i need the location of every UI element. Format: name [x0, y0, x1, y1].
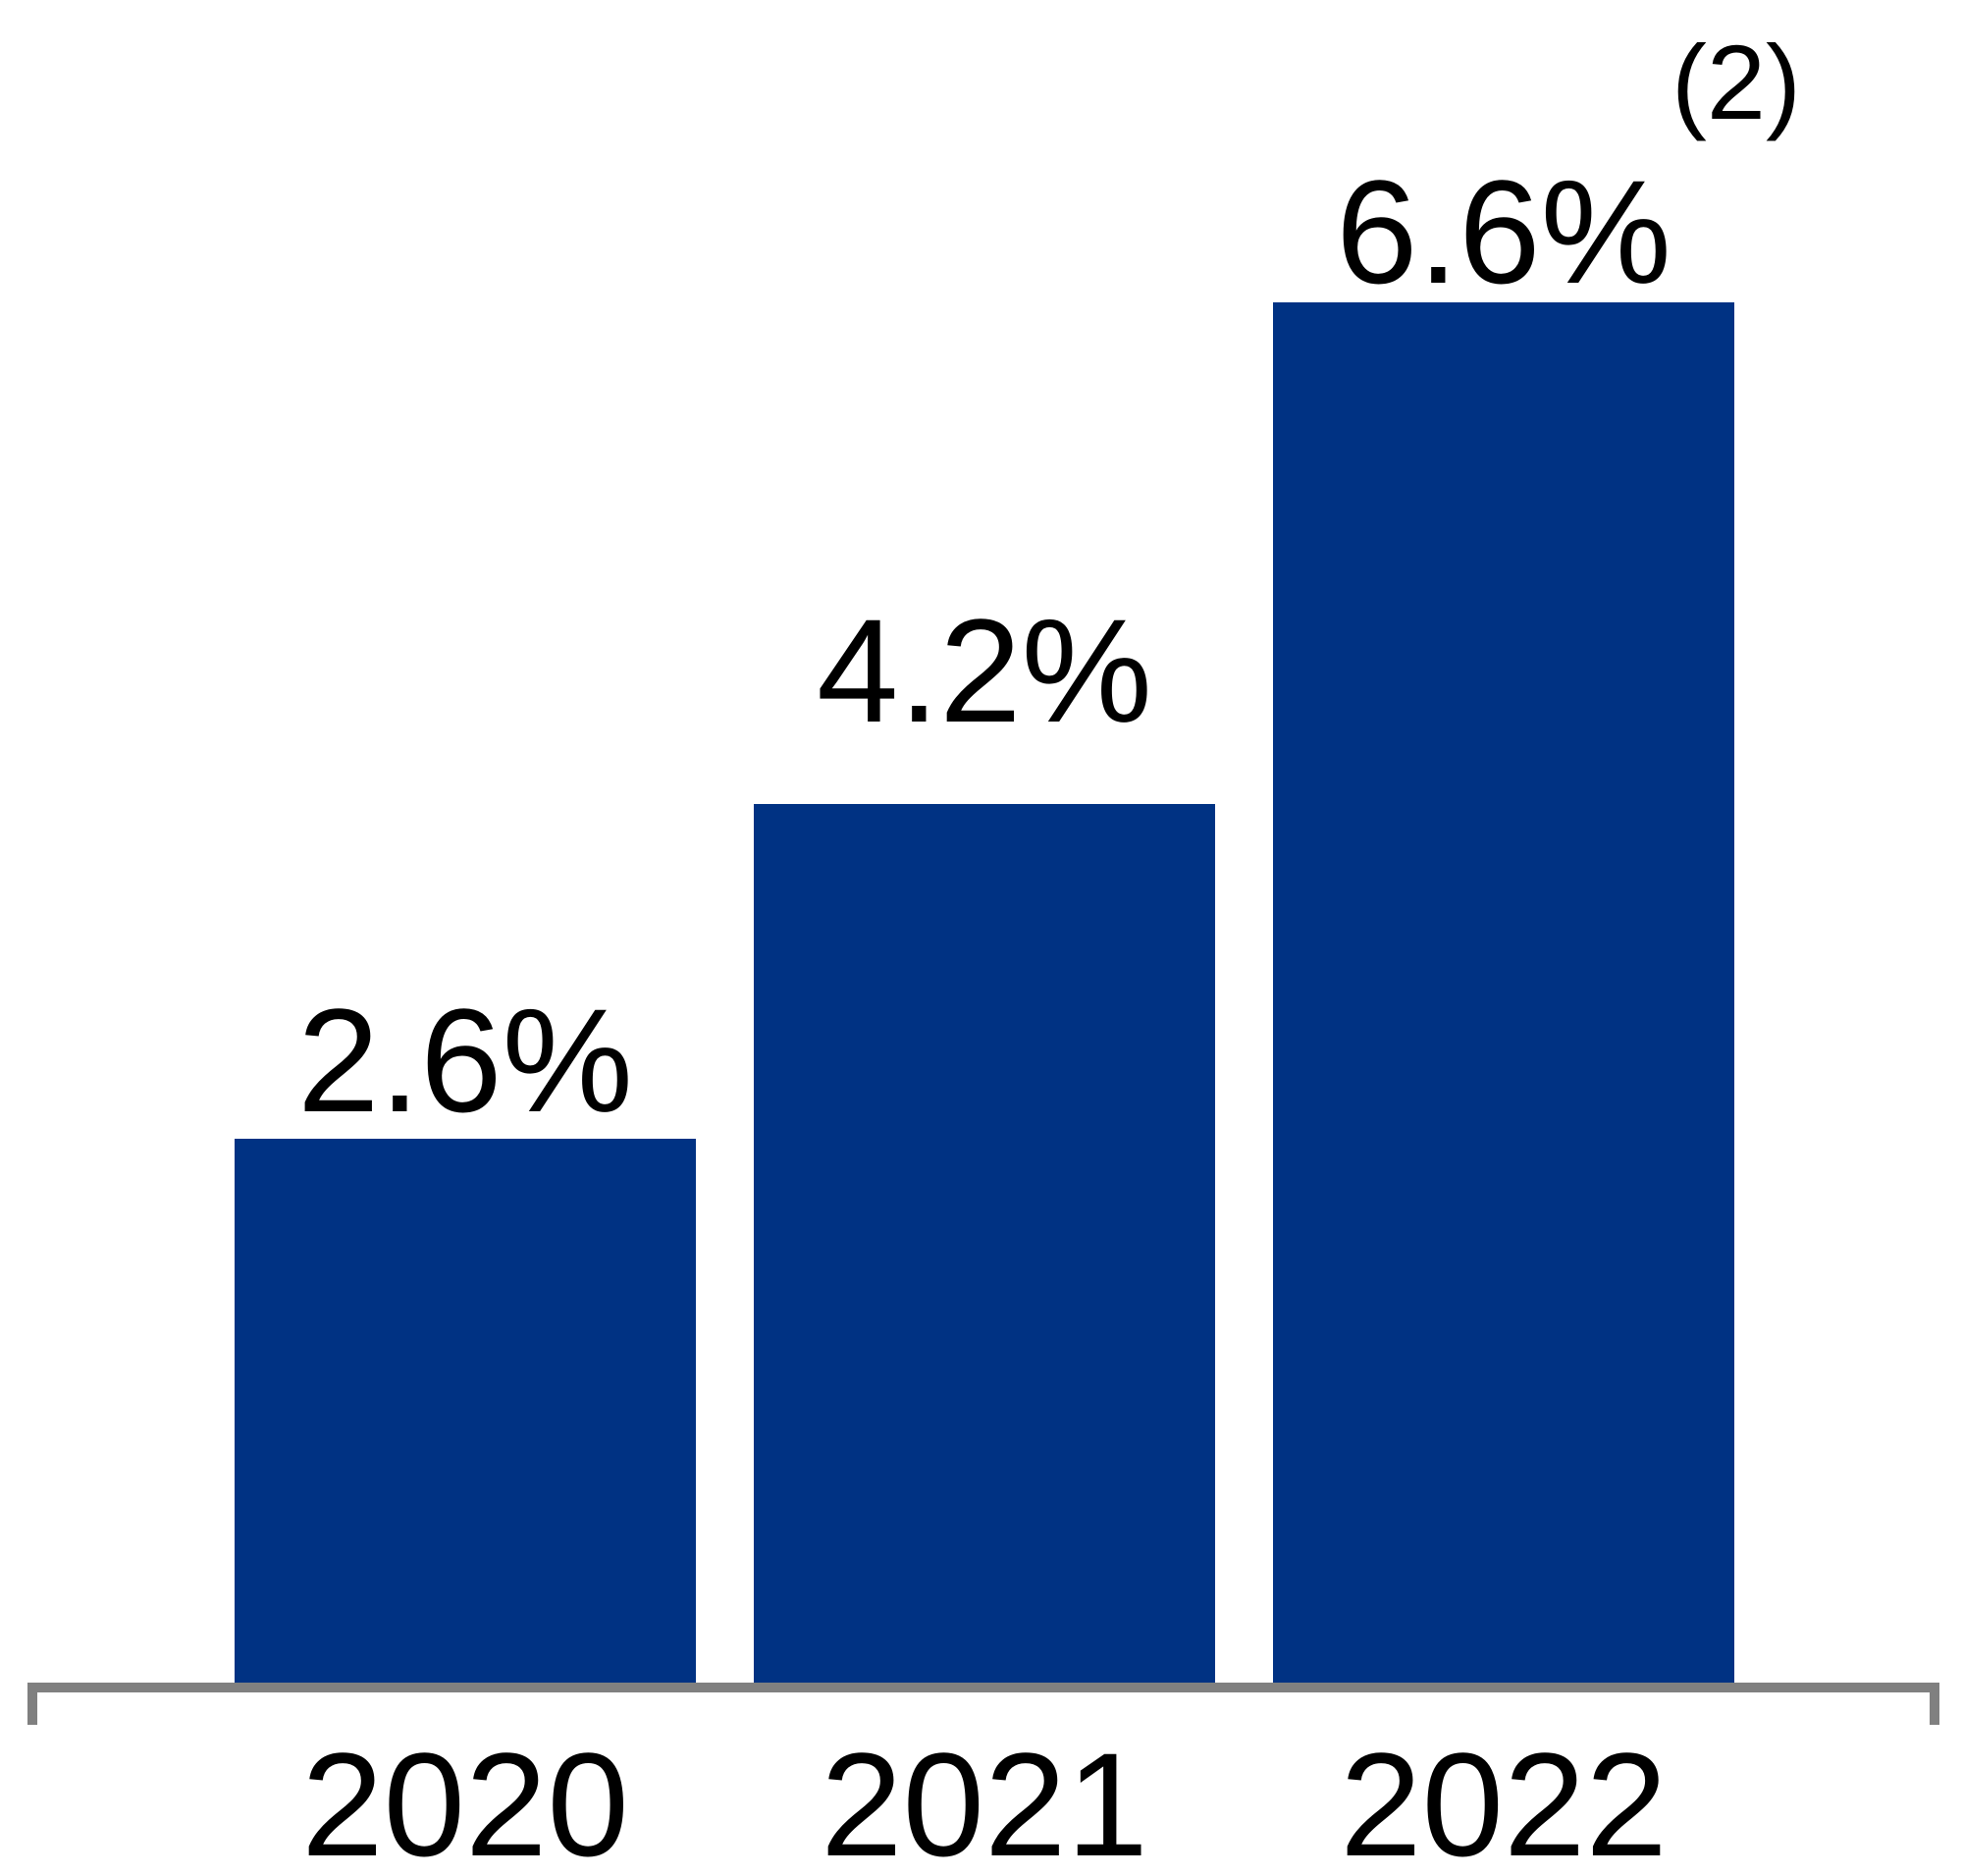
- x-axis-line: [27, 1683, 1939, 1692]
- bar-value-text: 4.2%: [817, 588, 1152, 753]
- bar-2020: [235, 1139, 696, 1683]
- footnote-superscript: (2): [1671, 23, 1801, 141]
- bar-value-label: 4.2%: [754, 597, 1215, 744]
- bar-value-text: 6.6%: [1336, 149, 1671, 314]
- x-axis-label-2022: 2022: [1340, 1722, 1668, 1876]
- bar-2022: [1273, 302, 1734, 1683]
- x-axis-label-2021: 2021: [821, 1722, 1148, 1876]
- x-axis-label-2020: 2020: [301, 1722, 629, 1876]
- x-axis-right-tick: [1930, 1683, 1939, 1725]
- bar-2021: [754, 804, 1215, 1683]
- bar-value-text: 2.6%: [297, 978, 633, 1143]
- x-axis-left-tick: [27, 1683, 37, 1725]
- bar-value-label: 6.6% (2): [1273, 29, 1801, 306]
- bar-value-label: 2.6%: [235, 987, 696, 1134]
